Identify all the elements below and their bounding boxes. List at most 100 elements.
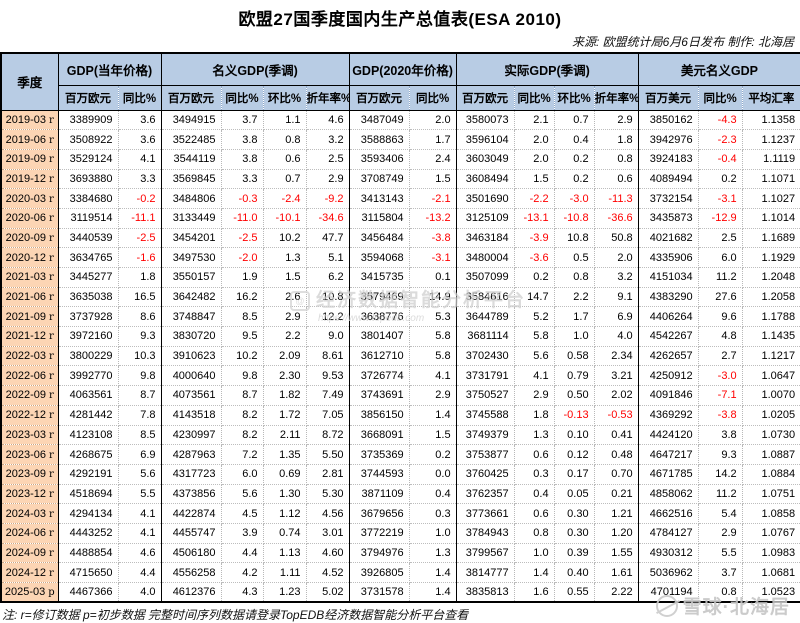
value-cell: 0.4 (514, 484, 555, 505)
quarter-cell: 2022-09 r (1, 385, 59, 406)
quarter-label: 2019-12 (5, 172, 47, 185)
value-cell: 4369292 (638, 405, 699, 426)
value-cell: 4.1 (118, 149, 162, 170)
table-row: 2019-12 r 3693880 3.3 3569845 3.3 0.7 2.9 370874… (1, 169, 800, 190)
value-cell: 4.4 (118, 562, 162, 583)
value-cell: 0.8 (698, 582, 743, 603)
value-cell: 10.2 (263, 228, 307, 249)
value-cell: 2.11 (263, 425, 307, 446)
value-cell: 9.0 (306, 326, 350, 347)
value-cell: 1.1435 (742, 326, 800, 347)
value-cell: 3522485 (161, 129, 222, 150)
value-cell: 3942976 (638, 129, 699, 150)
value-cell: 1.1217 (742, 346, 800, 367)
table-row: 2024-03 r 4294134 4.1 4422874 4.5 1.12 4.56 3679… (1, 503, 800, 524)
value-cell: -0.4 (698, 149, 743, 170)
revision-flag: r (49, 488, 54, 500)
value-cell: 8.2 (221, 425, 264, 446)
table-row: 2024-09 r 4488854 4.6 4506180 4.4 1.13 4.60 3794… (1, 543, 800, 564)
value-cell: 5.50 (306, 444, 350, 465)
quarter-cell: 2020-09 r (1, 228, 59, 249)
value-cell: 0.1 (409, 267, 457, 288)
value-cell: 7.2 (221, 444, 264, 465)
value-cell: -10.1 (263, 208, 307, 229)
value-cell: 3580073 (456, 110, 515, 131)
value-cell: 1.7 (554, 306, 595, 328)
header-group-real-sa: 实际GDP(季调) (456, 53, 639, 86)
value-cell: 5.1 (306, 247, 350, 268)
value-cell: 0.6 (263, 149, 307, 170)
value-cell: 4.60 (306, 543, 350, 564)
value-cell: 1.20 (594, 523, 639, 544)
quarter-cell: 2020-06 r (1, 208, 59, 229)
revision-flag: r (49, 232, 54, 244)
value-cell: 3384680 (58, 188, 119, 209)
value-cell: 1.3 (409, 543, 457, 564)
value-cell: 0.8 (514, 523, 555, 544)
value-cell: 1.1237 (742, 129, 800, 150)
value-cell: -2.1 (409, 188, 457, 209)
value-cell: 4518694 (58, 484, 119, 505)
value-cell: 2.9 (409, 385, 457, 406)
value-cell: 3569845 (161, 169, 222, 190)
quarter-label: 2021-03 (5, 271, 47, 284)
value-cell: 1.3 (514, 425, 555, 446)
quarter-cell: 2025-03 p (1, 582, 59, 603)
value-cell: 9.8 (221, 365, 264, 387)
value-cell: 3.2 (306, 129, 350, 150)
quarter-cell: 2023-03 r (1, 425, 59, 446)
value-cell: 3593406 (349, 149, 410, 170)
value-cell: -2.5 (118, 228, 162, 249)
value-cell: 3584616 (456, 287, 515, 308)
subheader: 百万美元 (638, 85, 699, 111)
quarter-cell: 2019-06 r (1, 129, 59, 150)
value-cell: 0.74 (263, 523, 307, 544)
value-cell: 4422874 (161, 503, 222, 524)
value-cell: 3.2 (594, 267, 639, 288)
value-cell: 1.4 (514, 562, 555, 583)
table-row: 2022-12 r 4281442 7.8 4143518 8.2 1.72 7.05 3856… (1, 405, 800, 426)
table-row: 2021-12 r 3972160 9.3 3830720 9.5 2.2 9.0 380140… (1, 326, 800, 347)
value-cell: 3794976 (349, 543, 410, 564)
value-cell: 5.30 (306, 484, 350, 505)
value-cell: 4317723 (161, 464, 222, 485)
value-cell: 1.0 (409, 523, 457, 544)
value-cell: 1.61 (594, 562, 639, 583)
value-cell: 2.09 (263, 346, 307, 367)
value-cell: -0.13 (554, 405, 595, 426)
quarter-label: 2023-06 (5, 448, 47, 461)
value-cell: 2.0 (594, 247, 639, 268)
value-cell: 1.13 (263, 543, 307, 564)
value-cell: 3.6 (118, 110, 162, 131)
value-cell: 3454201 (161, 228, 222, 249)
header-group-gdp-2020: GDP(2020年价格) (349, 53, 457, 86)
quarter-label: 2020-09 (5, 231, 47, 244)
value-cell: 3702430 (456, 346, 515, 367)
value-cell: 4262657 (638, 346, 699, 367)
value-cell: 9.1 (594, 287, 639, 308)
value-cell: 1.5 (409, 425, 457, 446)
value-cell: 3487049 (349, 110, 410, 131)
value-cell: 9.6 (698, 306, 743, 328)
value-cell: 4.52 (306, 562, 350, 583)
value-cell: 3463184 (456, 228, 515, 249)
value-cell: 1.8 (514, 405, 555, 426)
value-cell: 0.10 (554, 425, 595, 446)
value-cell: 4292191 (58, 464, 119, 485)
value-cell: 3799567 (456, 543, 515, 564)
value-cell: -2.5 (221, 228, 264, 249)
quarter-label: 2020-06 (5, 212, 47, 225)
value-cell: 2.02 (594, 385, 639, 406)
header-quarter: 季度 (1, 53, 59, 111)
value-cell: 0.8 (594, 149, 639, 170)
revision-flag: r (49, 114, 54, 126)
value-cell: 4542267 (638, 326, 699, 347)
value-cell: 2.9 (514, 385, 555, 406)
value-cell: 3133449 (161, 208, 222, 229)
value-cell: -2.2 (514, 188, 555, 209)
value-cell: 3.9 (221, 523, 264, 544)
value-cell: 3.8 (698, 425, 743, 446)
revision-flag: r (49, 567, 54, 579)
value-cell: 16.5 (118, 287, 162, 308)
value-cell: 1.5 (514, 169, 555, 190)
